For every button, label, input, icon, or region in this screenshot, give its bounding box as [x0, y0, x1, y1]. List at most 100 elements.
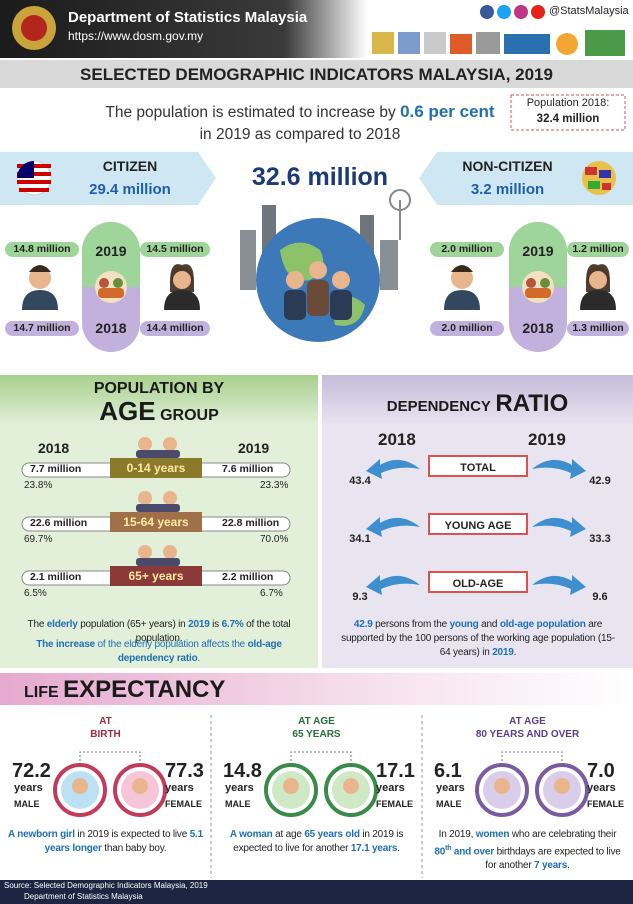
year-left: 2018: [378, 430, 416, 449]
citizen-capsule: [82, 222, 140, 352]
instagram-icon[interactable]: [514, 5, 528, 19]
footer-band: [0, 880, 633, 904]
male-value: 6.1: [434, 760, 462, 782]
life-title-word: EXPECTANCY: [63, 676, 226, 703]
age-group-label: 65+ years: [110, 566, 202, 586]
left-value: 7.7 million: [30, 463, 82, 475]
note-part: persons from the: [372, 619, 450, 630]
ratio-left: 34.1: [349, 533, 371, 545]
note-part: .: [397, 843, 400, 854]
box-label: Population 2018:: [526, 97, 610, 109]
female-unit: years: [587, 782, 616, 794]
arrow: [532, 459, 586, 479]
dependency-header: [322, 375, 633, 425]
population-box: [510, 94, 626, 131]
note-part: and: [478, 619, 500, 630]
citizen-label: CITIZEN: [102, 158, 158, 174]
group-icon: [136, 504, 180, 512]
male-value: 72.2: [12, 760, 51, 782]
male-label: MALE: [14, 799, 40, 809]
panel-note: In 2019, women who are celebrating their…: [430, 828, 625, 873]
left-value: 2.1 million: [30, 571, 82, 583]
right-share: 70.0%: [260, 534, 289, 545]
age-title: POPULATION BY: [93, 380, 225, 397]
female-label: FEMALE: [165, 799, 202, 809]
ratio-label: YOUNG AGE: [428, 513, 528, 535]
group-icon: [163, 491, 177, 505]
year-right: 2019: [238, 440, 270, 456]
note-part: 5.1 years longer: [44, 829, 204, 854]
connector: [79, 751, 141, 765]
portrait-face: [343, 778, 359, 794]
intro-text: The population is estimated to increase …: [90, 101, 510, 146]
group-icon: [163, 545, 177, 559]
org-name: Department of Statistics Malaysia: [68, 9, 308, 26]
right-value: 2.2 million: [222, 571, 274, 583]
group-icon: [138, 491, 152, 505]
male-unit: years: [14, 782, 43, 794]
title-band: [0, 60, 633, 88]
note-part: of the total population.: [135, 619, 291, 644]
group-icon: [136, 558, 180, 566]
female-2019: 14.5 million: [140, 242, 210, 257]
note-part: .: [197, 653, 201, 664]
note-part: .: [513, 647, 517, 658]
male-2019: 2.0 million: [430, 242, 504, 257]
male-label: MALE: [225, 799, 251, 809]
intro-highlight: 0.6 per cent: [400, 102, 495, 121]
note-part: In 2019,: [438, 829, 476, 840]
year-label: 2018: [522, 320, 554, 336]
non-citizen-label: NON-CITIZEN: [462, 158, 553, 174]
year-label: 2019: [95, 243, 127, 259]
female-value: 7.0: [587, 760, 615, 782]
note-part: and over: [451, 846, 494, 858]
portrait-face: [72, 778, 88, 794]
ratio-label: TOTAL: [428, 455, 528, 477]
note-part: in 2019 is expected to live for another: [233, 829, 404, 854]
note-part: are supported by the 100 persons of the …: [341, 619, 615, 658]
year-label: 2018: [95, 320, 127, 336]
male-2019: 14.8 million: [5, 242, 79, 257]
age-note: The elderly population (65+ years) in 20…: [6, 618, 312, 646]
note-part: 7 years: [534, 860, 568, 872]
age-note: The increase of the elderly population a…: [20, 638, 298, 666]
note-part: .: [567, 860, 570, 872]
note-part: 2019: [188, 619, 210, 630]
social-handle: @StatsMalaysia: [549, 5, 629, 17]
life-header: [0, 673, 633, 705]
youtube-icon[interactable]: [531, 5, 545, 19]
male-unit: years: [225, 782, 254, 794]
note-part: of the elderly population affects the: [94, 639, 248, 650]
note-part: 6.7%: [221, 619, 244, 630]
note-part: th: [445, 845, 452, 852]
world-flags: [582, 161, 616, 195]
facebook-icon[interactable]: [480, 5, 494, 19]
citizen-banner: [0, 152, 216, 205]
age-group-label: 0-14 years: [110, 458, 202, 478]
female-value: 17.1: [376, 760, 415, 782]
panel-heading: AT AGE: [509, 716, 546, 727]
left-share: 6.5%: [24, 588, 47, 599]
female-label: FEMALE: [376, 799, 413, 809]
panel-heading: AT: [99, 716, 112, 727]
year-right: 2019: [528, 430, 566, 449]
citizen-value: 29.4 million: [89, 181, 171, 198]
left-share: 23.8%: [24, 480, 53, 491]
female-unit: years: [165, 782, 194, 794]
group-icon: [138, 545, 152, 559]
arrow: [366, 459, 420, 479]
box-value: 32.4 million: [536, 113, 600, 125]
org-url[interactable]: https://www.dosm.gov.my: [68, 29, 204, 43]
ratio-right: 42.9: [589, 475, 611, 487]
male-label: MALE: [436, 799, 462, 809]
male-value: 14.8: [223, 760, 262, 782]
right-value: 22.8 million: [222, 517, 280, 529]
year-left: 2018: [38, 440, 70, 456]
group-icon: [163, 437, 177, 451]
note-part: 42.9: [353, 619, 373, 630]
twitter-icon[interactable]: [497, 5, 511, 19]
note-part: 80: [434, 846, 446, 858]
note-part: who are celebrating their: [509, 829, 617, 840]
female-2019: 1.2 million: [567, 242, 629, 257]
